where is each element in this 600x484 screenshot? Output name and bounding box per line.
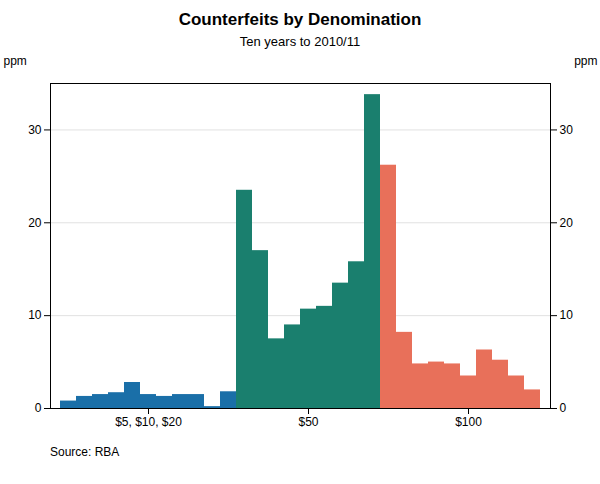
svg-text:$50: $50 [298, 415, 318, 429]
html-text:Source: RBA: Source: RBA [50, 445, 120, 459]
svg-text:10: 10 [28, 308, 42, 322]
svg-text:20: 20 [560, 216, 574, 230]
svg-text:ppm: ppm [574, 54, 597, 68]
svg-text:20: 20 [28, 216, 42, 230]
svg-text:30: 30 [28, 123, 42, 137]
svg-text:ppm: ppm [4, 54, 27, 68]
svg-text:0: 0 [35, 401, 42, 415]
svg-text:$5, $10, $20: $5, $10, $20 [115, 415, 182, 429]
svg-text:$100: $100 [455, 415, 482, 429]
svg-text:10: 10 [560, 308, 574, 322]
html-text:Counterfeits by Denomination: Counterfeits by Denomination [178, 10, 422, 29]
svg-text:30: 30 [560, 123, 574, 137]
svg-text:0: 0 [560, 401, 567, 415]
html-text:Ten years to 2010/11: Ten years to 2010/11 [239, 34, 361, 49]
